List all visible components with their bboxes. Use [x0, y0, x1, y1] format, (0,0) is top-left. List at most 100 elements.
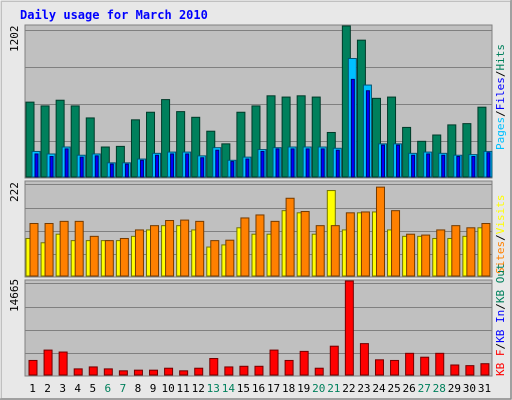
bar-sites [165, 220, 175, 277]
bar-kbf [420, 356, 430, 376]
bar-files [335, 149, 340, 178]
legend-kbout: KB Out [494, 263, 507, 303]
grid-lines [25, 30, 492, 354]
bar-kbf [465, 365, 475, 376]
bar-hits [387, 96, 397, 178]
bar-hits [115, 145, 125, 178]
bar-hits [70, 105, 80, 178]
day-label: 7 [120, 382, 127, 395]
bar-kbf [224, 366, 234, 376]
bar-files [155, 154, 160, 178]
bar-hits [146, 111, 156, 178]
bar-files [245, 158, 250, 178]
bar-hits [296, 95, 306, 178]
day-label: 30 [463, 382, 476, 395]
bar-sites [360, 211, 370, 277]
bar-hits [161, 99, 171, 178]
day-label: 29 [448, 382, 461, 395]
bar-kbf [209, 358, 219, 376]
bar-sites [436, 229, 446, 277]
day-label: 24 [372, 382, 386, 395]
bar-kbf [103, 368, 113, 376]
bar-kbf [329, 345, 339, 376]
bar-hits [40, 105, 50, 178]
day-label: 1 [29, 382, 36, 395]
bar-kbf [28, 359, 38, 376]
panel-kbytes-bg [24, 279, 493, 377]
bar-hits [447, 124, 457, 178]
legend-files: Files [494, 77, 507, 110]
legend-visits-panel: Sites/Visits [494, 195, 507, 275]
bar-hits [55, 99, 65, 178]
bar-sites [104, 240, 114, 277]
day-label: 4 [74, 382, 81, 395]
day-label: 15 [237, 382, 250, 395]
bar-sites [391, 210, 401, 277]
bar-hits [251, 105, 261, 178]
day-label: 19 [297, 382, 310, 395]
bar-kbf [405, 352, 415, 376]
bar-files [34, 153, 39, 178]
day-label: 6 [105, 382, 112, 395]
bar-files [320, 148, 325, 178]
bar-files [79, 156, 84, 178]
day-label: 17 [267, 382, 280, 395]
bar-files [124, 163, 129, 178]
day-label: 25 [387, 382, 400, 395]
legend-kbf: KB F [494, 350, 507, 377]
bar-kbf [269, 349, 279, 376]
bar-files [275, 148, 280, 178]
bar-kbf [390, 359, 400, 376]
bar-sites [466, 227, 476, 277]
bar-kbf [133, 369, 143, 376]
bar-files [49, 156, 54, 178]
bar-sites [240, 217, 250, 277]
day-label: 3 [59, 382, 66, 395]
bar-sites [210, 240, 220, 277]
day-label: 21 [327, 382, 340, 395]
bar-kbf [239, 365, 249, 376]
legend-sites: Sites [494, 241, 507, 274]
bar-kbf [149, 369, 159, 376]
bar-kbf [374, 359, 384, 376]
bar-files [185, 153, 190, 178]
bar-kbf [118, 370, 128, 376]
day-label: 5 [89, 382, 96, 395]
bar-files [305, 148, 310, 178]
bar-sites [270, 220, 280, 277]
bar-sites [225, 239, 235, 277]
bar-files [109, 163, 114, 178]
bar-sites [315, 225, 325, 277]
day-label: 20 [312, 382, 325, 395]
bar-files [365, 90, 370, 178]
bar-files [94, 155, 99, 178]
bar-sites [89, 235, 99, 277]
bar-kbf [299, 350, 309, 376]
bar-files [260, 150, 265, 178]
bar-sites [406, 233, 416, 277]
bar-kbf [58, 351, 68, 376]
bar-files [230, 161, 235, 178]
bar-sites [345, 212, 355, 277]
bar-hits [311, 96, 321, 178]
day-label: 26 [403, 382, 416, 395]
bar-files [396, 144, 401, 178]
bar-files [456, 156, 461, 178]
visits-ymax-label: 222 [8, 182, 21, 202]
legend-kbin: KB In [494, 310, 507, 343]
bar-files [471, 156, 476, 178]
day-label: 10 [161, 382, 174, 395]
bar-hits [130, 119, 140, 178]
day-label: 2 [44, 382, 51, 395]
bar-files [215, 149, 220, 178]
bar-sites [300, 211, 310, 277]
hits-ymax-label: 1202 [8, 26, 21, 53]
bar-hits [266, 95, 276, 178]
chart-title: Daily usage for March 2010 [20, 8, 208, 22]
bar-kbf [480, 363, 490, 376]
bar-kbf [359, 343, 369, 376]
bar-sites [134, 229, 144, 277]
day-label: 14 [222, 382, 236, 395]
day-label: 28 [433, 382, 446, 395]
